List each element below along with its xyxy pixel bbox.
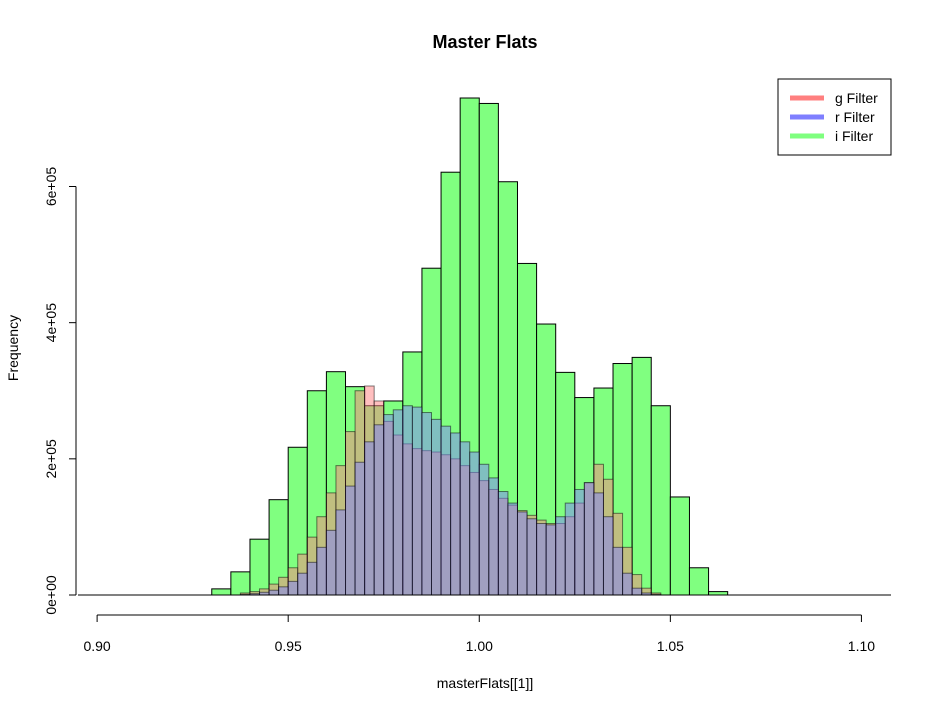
r-filter-bar (497, 491, 509, 596)
r-filter-bar (335, 509, 347, 596)
r-filter-bar (268, 589, 280, 596)
r-filter-bar (287, 580, 299, 596)
r-filter-bar (345, 485, 356, 596)
r-filter-bar (316, 546, 327, 596)
x-tick-label: 0.90 (83, 638, 110, 654)
r-filter-bar (488, 477, 499, 596)
y-tick-label: 6e+05 (43, 167, 59, 207)
r-filter-bar (593, 492, 604, 596)
r-filter-bar (526, 518, 538, 596)
y-tick-label: 4e+05 (43, 303, 59, 343)
i-filter-bar (249, 538, 270, 596)
r-filter-bar (373, 424, 385, 596)
r-filter-bar (431, 418, 442, 596)
r-filter-bar (297, 572, 308, 596)
r-filter-bar (545, 524, 557, 596)
r-filter-bar (478, 463, 490, 596)
y-tick-label: 0e+00 (43, 575, 59, 615)
r-filter-bar (278, 586, 289, 596)
r-filter-bar (325, 529, 337, 596)
y-axis: 0e+00 2e+05 4e+05 6e+05 (43, 167, 77, 615)
r-filter-bar (555, 516, 566, 596)
r-filter-bar (602, 516, 614, 596)
x-tick-label: 1.05 (657, 638, 684, 654)
r-filter-bar (583, 482, 595, 596)
r-filter-bar (536, 523, 547, 596)
g-filter-legend-label: g Filter (835, 90, 878, 106)
r-filter-bar (402, 405, 413, 596)
chart-title: Master Flats (432, 32, 537, 52)
x-axis: 0.90 0.95 1.00 1.05 1.10 (83, 614, 875, 654)
x-tick-label: 1.10 (848, 638, 875, 654)
r-filter-bar (459, 441, 471, 596)
i-filter-bar (211, 588, 232, 596)
r-filter-bar (516, 511, 528, 596)
r-filter-bar (450, 432, 461, 596)
r-filter-bar (364, 441, 375, 596)
r-filter-bar (411, 406, 423, 596)
i-filter-bar (230, 571, 251, 596)
i-filter-bar (650, 405, 671, 596)
i-filter-legend-label: i Filter (835, 128, 873, 144)
r-filter-bar (469, 451, 480, 596)
x-tick-label: 1.00 (466, 638, 493, 654)
i-filter-bar (631, 356, 652, 596)
r-filter-bar (440, 425, 452, 596)
r-filter-bar (612, 546, 624, 596)
r-filter-legend-label: r Filter (835, 109, 875, 125)
legend: g Filter r Filter i Filter (777, 78, 892, 156)
i-filter-bar (708, 591, 729, 596)
r-filter-bar (622, 572, 633, 596)
y-tick-label: 2e+05 (43, 439, 59, 479)
r-filter-bar (631, 587, 643, 596)
r-filter-bar (507, 502, 518, 596)
r-filter-bar (574, 488, 585, 596)
x-axis-label: masterFlats[[1]] (437, 675, 533, 691)
r-filter-bar (564, 502, 576, 596)
r-filter-bar (392, 409, 404, 596)
r-filter-bar (354, 461, 366, 596)
r-filter-bar (383, 414, 394, 596)
y-axis-label: Frequency (5, 315, 21, 381)
x-tick-label: 0.95 (275, 638, 302, 654)
i-filter-bar (669, 496, 690, 596)
bars-group (211, 97, 729, 596)
r-filter-bar (306, 561, 318, 596)
r-filter-bar (421, 412, 432, 596)
i-filter-bar (688, 567, 710, 596)
